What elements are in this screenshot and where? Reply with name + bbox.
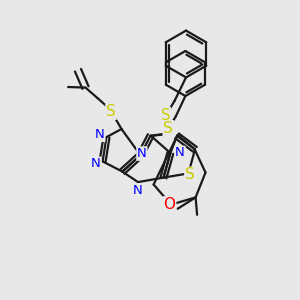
Text: N: N	[175, 146, 185, 160]
Text: S: S	[164, 121, 173, 136]
Text: O: O	[164, 197, 175, 212]
Text: N: N	[133, 184, 143, 197]
Text: N: N	[95, 128, 105, 141]
Text: S: S	[161, 108, 170, 123]
Text: S: S	[106, 104, 116, 119]
Text: N: N	[91, 157, 101, 170]
Text: N: N	[137, 147, 147, 160]
Text: S: S	[185, 167, 195, 182]
